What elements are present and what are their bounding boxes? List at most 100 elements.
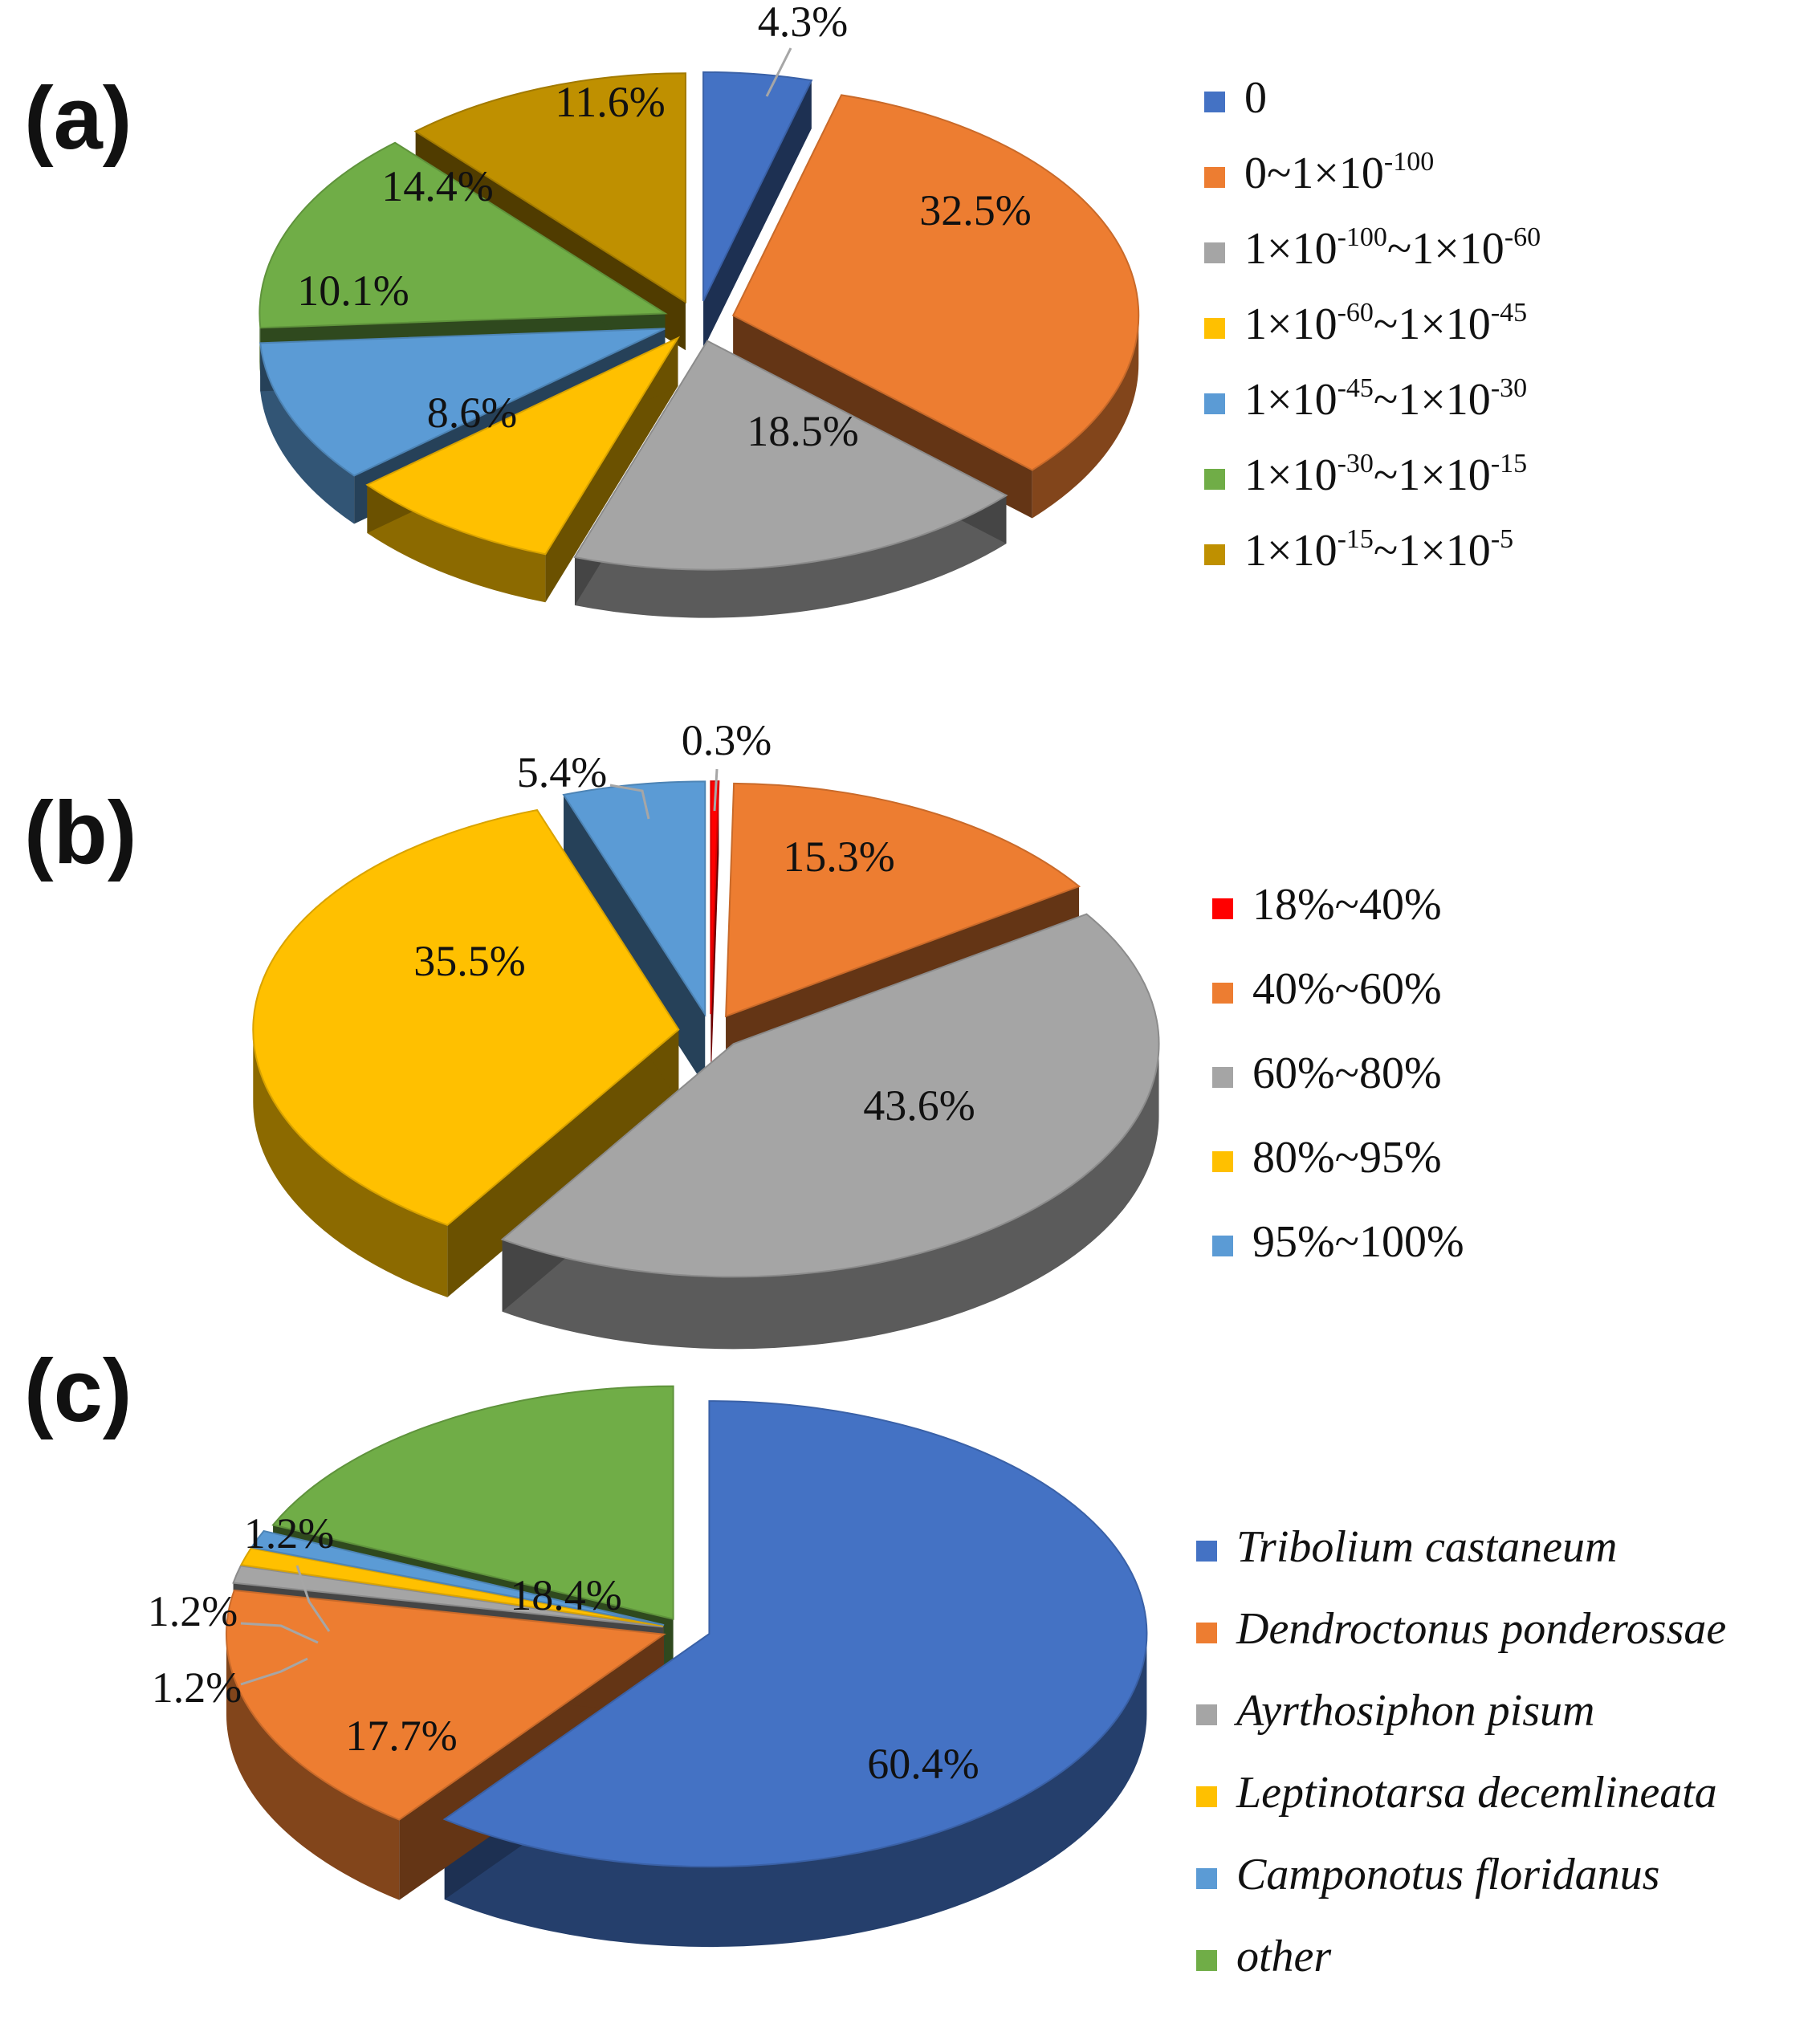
legend-swatch-a-1-10-15-1-10-5 (1204, 544, 1225, 565)
leader-line-a-0 (765, 47, 792, 97)
legend-swatch-b-40-60 (1212, 983, 1233, 1004)
legend-swatch-b-80-95 (1212, 1151, 1233, 1172)
legend-label-c-tribolium-castaneum: Tribolium castaneum (1236, 1522, 1617, 1572)
data-label-b-80-95: 35.5% (413, 937, 525, 985)
legend-label-c-leptinotarsa-decemlineata: Leptinotarsa decemlineata (1236, 1768, 1717, 1818)
data-label-c-leptinotarsa-decemlineata: 1.2% (148, 1587, 238, 1635)
legend-label-a-0-1-10-100: 0~1×10-100 (1244, 147, 1434, 198)
data-label-c-tribolium-castaneum: 60.4% (867, 1740, 979, 1788)
data-label-a-1-10-45-1-10-30: 10.1% (297, 267, 409, 315)
slice-c-ayrthosiphon-pisum (232, 1565, 663, 1628)
legend-swatch-c-camponotus-floridanus (1196, 1868, 1217, 1889)
leader-line-c-2 (295, 1565, 331, 1632)
legend-swatch-a-1-10-30-1-10-15 (1204, 469, 1225, 490)
legend-label-a-1-10-60-1-10-45: 1×10-60~1×10-45 (1244, 298, 1527, 349)
legend-swatch-a-0 (1204, 92, 1225, 112)
slice-b-18-40 (710, 780, 720, 1015)
chart-a: 4.3% 32.5% 18.5% 8.6% 10.1% 14.4% 11.6% (259, 0, 1140, 618)
slice-b-80-95-cut-0 (447, 1029, 679, 1297)
data-label-c-ayrthosiphon-pisum: 1.2% (152, 1663, 242, 1712)
legend-label-b-40-60: 40%~60% (1252, 964, 1442, 1014)
legend-swatch-a-1-10-60-1-10-45 (1204, 318, 1225, 339)
legend-label-a-1-10-45-1-10-30: 1×10-45~1×10-30 (1244, 373, 1527, 425)
leader-line-b-0 (713, 768, 719, 812)
data-label-b-40-60: 15.3% (783, 833, 894, 881)
panel-c-label: (c) (24, 1342, 132, 1440)
legend-swatch-a-1-10-100-1-10-60 (1204, 242, 1225, 263)
legend-label-a-1-10-100-1-10-60: 1×10-100~1×10-60 (1244, 222, 1541, 274)
slice-a-1-10-45-1-10-30 (259, 328, 666, 477)
data-label-a-1-10-30-1-10-15: 14.4% (381, 162, 493, 210)
legend-swatch-b-95-100 (1212, 1236, 1233, 1256)
legend-b: 18%~40% 40%~60% 60%~80% 80%~95% 95%~100% (1212, 880, 1464, 1267)
slice-c-camponotus-floridanus (250, 1529, 665, 1627)
data-label-b-95-100: 5.4% (517, 748, 607, 796)
legend-label-c-other: other (1236, 1932, 1331, 1981)
slice-a-0-1-10-100-cut-1 (733, 315, 1032, 519)
slice-c-leptinotarsa-decemlineata (239, 1547, 664, 1627)
legend-label-b-18-40: 18%~40% (1252, 880, 1442, 930)
slice-a-1-10-100-1-10-60-side (574, 495, 1007, 618)
legend-c: Tribolium castaneum Dendroctonus ponderos… (1196, 1522, 1726, 1981)
legend-label-b-95-100: 95%~100% (1252, 1217, 1464, 1267)
data-label-b-18-40: 0.3% (682, 716, 772, 764)
legend-swatch-c-leptinotarsa-decemlineata (1196, 1786, 1217, 1807)
slice-a-1-10-60-1-10-45-cut-0 (545, 337, 678, 603)
legend-swatch-b-18-40 (1212, 898, 1233, 919)
legend-label-b-80-95: 80%~95% (1252, 1133, 1442, 1183)
legend-label-a-0: 0 (1244, 73, 1267, 123)
slice-b-80-95-side (253, 1029, 448, 1297)
slice-a-1-10-60-1-10-45 (365, 336, 681, 556)
chart-c: 60.4%17.7%1.2%1.2%1.2%18.4% (148, 1385, 1148, 1948)
slice-a-0-1-10-100 (731, 94, 1140, 471)
legend-label-a-1-10-15-1-10-5: 1×10-15~1×10-5 (1244, 524, 1513, 576)
legend-a: 0 0~1×10-100 1×10-100~1×10-60 1×10-60~1×10-… (1204, 73, 1541, 576)
slice-a-0-1-10-100-side (1032, 315, 1139, 519)
slice-b-95-100-cut-0 (564, 794, 706, 1087)
slice-a-1-10-100-1-10-60 (573, 340, 1008, 571)
legend-swatch-a-0-1-10-100 (1204, 167, 1225, 188)
legend-label-a-1-10-30-1-10-15: 1×10-30~1×10-15 (1244, 449, 1527, 500)
panel-a-label: (a) (24, 69, 132, 168)
legend-label-c-ayrthosiphon-pisum: Ayrthosiphon pisum (1233, 1686, 1594, 1736)
slice-c-dendroctonus-ponderossae-side (226, 1634, 400, 1900)
data-label-a-0: 4.3% (758, 0, 848, 46)
slice-c-tribolium-castaneum (442, 1400, 1148, 1868)
leader-line-c-1 (240, 1622, 319, 1644)
slice-b-40-60 (725, 782, 1081, 1018)
legend-swatch-c-other (1196, 1950, 1217, 1971)
slice-a-1-10-15-1-10-5 (413, 72, 686, 304)
slice-a-1-10-45-1-10-30-side (260, 343, 355, 524)
slice-a-1-10-30-1-10-15 (259, 141, 668, 329)
slice-a-0-cut-1 (703, 80, 812, 349)
data-label-b-60-80: 43.6% (863, 1081, 975, 1130)
leader-line-b-1 (609, 784, 650, 820)
data-label-a-1-10-100-1-10-60: 18.5% (747, 407, 858, 455)
data-label-a-0-1-10-100: 32.5% (919, 186, 1031, 234)
slice-a-0 (702, 71, 813, 302)
data-label-c-camponotus-floridanus: 1.2% (244, 1509, 334, 1557)
leader-line-c-0 (240, 1657, 308, 1686)
data-label-a-1-10-60-1-10-45: 8.6% (427, 389, 517, 437)
legend-swatch-a-1-10-45-1-10-30 (1204, 393, 1225, 414)
chart-b: 0.3% 15.3% 43.6% 35.5% 5.4% (252, 716, 1160, 1350)
slice-c-other (271, 1385, 674, 1620)
slice-b-80-95 (252, 808, 680, 1227)
slice-a-1-10-60-1-10-45-side (367, 484, 546, 603)
data-label-c-other: 18.4% (510, 1571, 621, 1619)
slice-c-tribolium-castaneum-side (444, 1634, 1147, 1948)
legend-swatch-b-60-80 (1212, 1067, 1233, 1088)
legend-swatch-c-dendroctonus-ponderossae (1196, 1623, 1217, 1643)
legend-label-c-dendroctonus-ponderossae: Dendroctonus ponderossae (1236, 1604, 1726, 1654)
legend-swatch-c-ayrthosiphon-pisum (1196, 1704, 1217, 1725)
legend-label-b-60-80: 60%~80% (1252, 1049, 1442, 1098)
panel-b-label: (b) (24, 784, 136, 882)
legend-swatch-c-tribolium-castaneum (1196, 1541, 1217, 1562)
slice-b-60-80 (500, 913, 1160, 1278)
data-label-a-1-10-15-1-10-5: 11.6% (555, 78, 665, 126)
slice-c-dendroctonus-ponderossae (226, 1589, 666, 1821)
slice-b-60-80-side (502, 1044, 1159, 1350)
data-label-c-dendroctonus-ponderossae: 17.7% (345, 1712, 457, 1760)
slice-b-95-100 (562, 780, 706, 1017)
